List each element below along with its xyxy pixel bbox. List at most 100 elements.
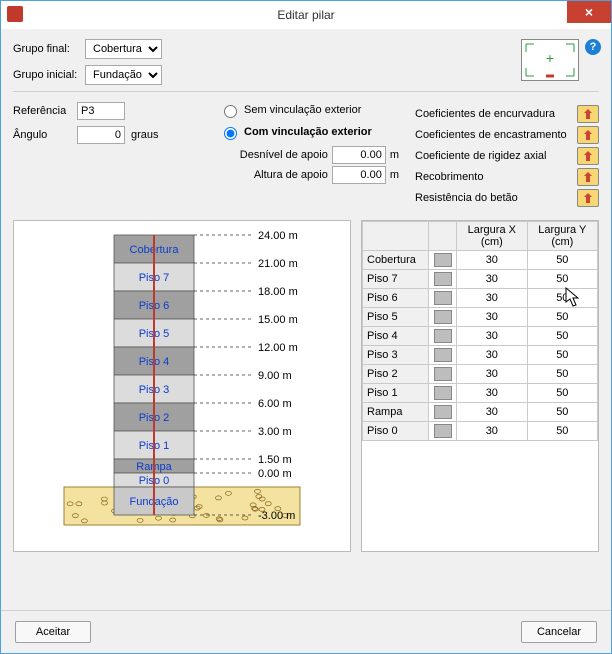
row-ly[interactable]: 50 — [527, 327, 597, 346]
col-lx[interactable]: Largura X (cm) — [457, 222, 528, 251]
row-swatch[interactable] — [429, 289, 457, 308]
row-name: Piso 0 — [363, 422, 429, 441]
svg-text:15.00 m: 15.00 m — [258, 314, 298, 326]
row-name: Piso 3 — [363, 346, 429, 365]
row-name: Piso 4 — [363, 327, 429, 346]
desnivel-input[interactable] — [332, 146, 386, 164]
coef-encurvadura-button[interactable] — [577, 105, 599, 123]
row-swatch[interactable] — [429, 308, 457, 327]
table-row[interactable]: Piso 7 30 50 — [363, 270, 598, 289]
row-ly[interactable]: 50 — [527, 346, 597, 365]
altura-unit: m — [390, 169, 399, 181]
altura-label: Altura de apoio — [254, 169, 328, 181]
row-ly[interactable]: 50 — [527, 251, 597, 270]
row-swatch[interactable] — [429, 422, 457, 441]
referencia-label: Referência — [13, 105, 71, 117]
row-name: Cobertura — [363, 251, 429, 270]
row-lx[interactable]: 30 — [457, 270, 528, 289]
radio-sem-label: Sem vinculação exterior — [244, 104, 361, 116]
coef-rigidez-button[interactable] — [577, 147, 599, 165]
row-ly[interactable]: 50 — [527, 289, 597, 308]
row-lx[interactable]: 30 — [457, 289, 528, 308]
row-ly[interactable]: 50 — [527, 270, 597, 289]
row-name: Piso 2 — [363, 365, 429, 384]
angulo-input[interactable] — [77, 126, 125, 144]
table-row[interactable]: Cobertura 30 50 — [363, 251, 598, 270]
row-swatch[interactable] — [429, 270, 457, 289]
dialog-window: Editar pilar × ? + Grupo final: Cobertur… — [0, 0, 612, 654]
coef-resistencia-button[interactable] — [577, 189, 599, 207]
coef-rigidez-label: Coeficiente de rigidez axial — [415, 150, 546, 162]
table-row[interactable]: Rampa 30 50 — [363, 403, 598, 422]
svg-text:21.00 m: 21.00 m — [258, 258, 298, 270]
row-ly[interactable]: 50 — [527, 384, 597, 403]
table-row[interactable]: Piso 0 30 50 — [363, 422, 598, 441]
help-icon[interactable]: ? — [585, 39, 601, 55]
row-swatch[interactable] — [429, 365, 457, 384]
svg-text:6.00 m: 6.00 m — [258, 398, 292, 410]
row-ly[interactable]: 50 — [527, 422, 597, 441]
row-swatch[interactable] — [429, 384, 457, 403]
row-ly[interactable]: 50 — [527, 308, 597, 327]
svg-text:18.00 m: 18.00 m — [258, 286, 298, 298]
coef-resistencia-label: Resistência do betão — [415, 192, 518, 204]
angulo-label: Ângulo — [13, 129, 71, 141]
table-row[interactable]: Piso 5 30 50 — [363, 308, 598, 327]
window-title: Editar pilar — [277, 8, 334, 22]
table-row[interactable]: Piso 4 30 50 — [363, 327, 598, 346]
close-button[interactable]: × — [567, 1, 611, 23]
row-ly[interactable]: 50 — [527, 403, 597, 422]
row-lx[interactable]: 30 — [457, 346, 528, 365]
row-lx[interactable]: 30 — [457, 365, 528, 384]
cancel-button[interactable]: Cancelar — [521, 621, 597, 643]
table-row[interactable]: Piso 1 30 50 — [363, 384, 598, 403]
grupo-inicial-select[interactable]: Fundação — [85, 65, 162, 85]
row-ly[interactable]: 50 — [527, 365, 597, 384]
row-lx[interactable]: 30 — [457, 422, 528, 441]
app-icon — [7, 6, 23, 22]
svg-text:0.00 m: 0.00 m — [258, 468, 292, 480]
table-row[interactable]: Piso 2 30 50 — [363, 365, 598, 384]
table-row[interactable]: Piso 3 30 50 — [363, 346, 598, 365]
ok-button[interactable]: Aceitar — [15, 621, 91, 643]
row-name: Piso 5 — [363, 308, 429, 327]
angulo-unit: graus — [131, 129, 159, 141]
row-name: Piso 1 — [363, 384, 429, 403]
coef-encastramento-button[interactable] — [577, 126, 599, 144]
svg-text:9.00 m: 9.00 m — [258, 370, 292, 382]
row-lx[interactable]: 30 — [457, 403, 528, 422]
row-lx[interactable]: 30 — [457, 308, 528, 327]
grupo-inicial-label: Grupo inicial: — [13, 69, 79, 81]
col-ly[interactable]: Largura Y (cm) — [527, 222, 597, 251]
referencia-input[interactable] — [77, 102, 125, 120]
row-lx[interactable]: 30 — [457, 327, 528, 346]
desnivel-label: Desnível de apoio — [240, 149, 328, 161]
svg-text:-3.00 m: -3.00 m — [258, 510, 295, 522]
table-row[interactable]: Piso 6 30 50 — [363, 289, 598, 308]
altura-input[interactable] — [332, 166, 386, 184]
pillar-diagram: Cobertura24.00 mPiso 721.00 mPiso 618.00… — [13, 220, 351, 552]
row-lx[interactable]: 30 — [457, 384, 528, 403]
desnivel-unit: m — [390, 149, 399, 161]
radio-com-vinculacao[interactable]: Com vinculação exterior — [219, 124, 399, 140]
row-swatch[interactable] — [429, 346, 457, 365]
row-name: Rampa — [363, 403, 429, 422]
row-name: Piso 6 — [363, 289, 429, 308]
svg-text:3.00 m: 3.00 m — [258, 426, 292, 438]
coef-recobrimento-button[interactable] — [577, 168, 599, 186]
svg-text:+: + — [546, 50, 554, 66]
coef-encastramento-label: Coeficientes de encastramento — [415, 129, 567, 141]
grupo-final-select[interactable]: Cobertura — [85, 39, 162, 59]
coef-recobrimento-label: Recobrimento — [415, 171, 483, 183]
row-swatch[interactable] — [429, 327, 457, 346]
dimensions-table: Largura X (cm) Largura Y (cm) Cobertura … — [361, 220, 599, 552]
row-lx[interactable]: 30 — [457, 251, 528, 270]
svg-text:24.00 m: 24.00 m — [258, 230, 298, 242]
radio-com-label: Com vinculação exterior — [244, 126, 372, 138]
titlebar: Editar pilar × — [1, 1, 611, 29]
radio-sem-vinculacao[interactable]: Sem vinculação exterior — [219, 102, 399, 118]
footprint-preview[interactable]: + — [521, 39, 579, 81]
coef-encurvadura-label: Coeficientes de encurvadura — [415, 108, 555, 120]
row-swatch[interactable] — [429, 403, 457, 422]
row-swatch[interactable] — [429, 251, 457, 270]
